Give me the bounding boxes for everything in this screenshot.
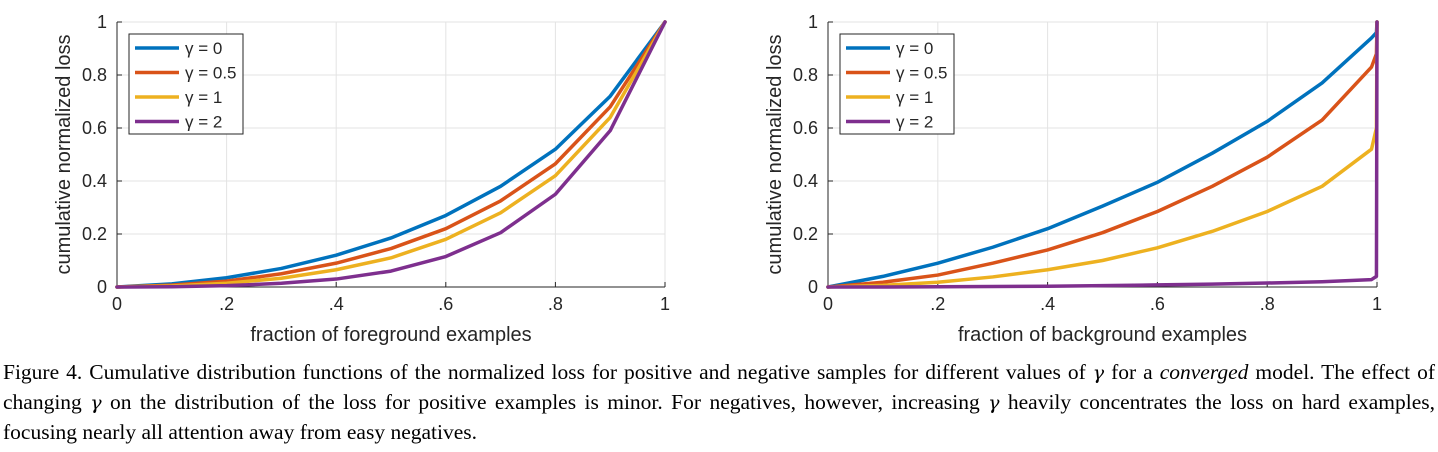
caption-text-5: on the distribution of the loss for posi… [101,390,989,414]
caption-text-2: for a [1104,360,1160,384]
legend: γ = 0 γ = 0.5 γ = 1 γ = 2 [839,33,955,135]
legend-label: γ = 0.5 [185,64,237,83]
x-tick-label: 1 [1372,294,1382,314]
series-line-3 [826,20,1379,289]
caption-gamma-3: γ [988,392,1000,414]
x-tick-label: 0 [112,294,122,314]
legend-box [839,33,955,135]
figure-caption: Figure 4. Cumulative distribution functi… [3,358,1435,447]
y-tick-label: 0.8 [793,65,818,85]
y-tick-label: 0.8 [82,65,107,85]
y-tick-label: 0.2 [793,224,818,244]
y-tick-label: 0.4 [793,171,818,191]
legend-label: γ = 0.5 [896,64,948,83]
y-tick-label: 0.4 [82,171,107,191]
caption-gamma-1: γ [1092,362,1105,384]
x-tick-label: 1 [660,294,670,314]
x-tick-label: .2 [930,294,945,314]
x-tick-label: .8 [1260,294,1275,314]
y-tick-label: 1 [97,12,107,32]
legend-label: γ = 2 [185,113,222,132]
x-tick-label: .6 [1150,294,1165,314]
legend-box [128,33,244,135]
x-axis-label: fraction of foreground examples [250,324,531,346]
x-tick-label: .6 [438,294,453,314]
y-tick-label: 0.2 [82,224,107,244]
series-line-1 [826,20,1379,289]
y-tick-label: 0 [808,277,818,297]
legend-label: γ = 2 [896,113,933,132]
x-tick-label: .4 [329,294,344,314]
series-line-1 [115,20,667,289]
y-tick-label: 0 [97,277,107,297]
legend-label: γ = 1 [185,88,222,107]
caption-text-6: heavily concentrates the loss on hard ex… [3,390,1435,444]
series-line-4 [826,20,1379,289]
legend-label: γ = 0 [896,39,933,58]
y-tick-label: 1 [808,12,818,32]
series-line-4 [115,20,667,289]
y-axis-label: cumulative normalized loss [764,34,786,274]
y-tick-label: 0.6 [793,118,818,138]
y-axis-label: cumulative normalized loss [53,34,75,274]
caption-text-1: Figure 4. Cumulative distribution functi… [3,360,1093,384]
x-tick-label: .8 [548,294,563,314]
legend-label: γ = 1 [896,88,933,107]
series-line-3 [115,20,667,289]
x-axis-label: fraction of background examples [958,324,1247,346]
caption-gamma-2: γ [90,392,102,414]
series-line-2 [826,20,1379,289]
legend-label: γ = 0 [185,39,222,58]
y-tick-label: 0.6 [82,118,107,138]
x-tick-label: .2 [219,294,234,314]
legend: γ = 0 γ = 0.5 γ = 1 γ = 2 [128,33,244,135]
x-tick-label: 0 [823,294,833,314]
caption-text-4: model. The effect of changing [3,360,1435,414]
x-tick-label: .4 [1040,294,1055,314]
caption-text-converged: converged [1159,360,1249,384]
